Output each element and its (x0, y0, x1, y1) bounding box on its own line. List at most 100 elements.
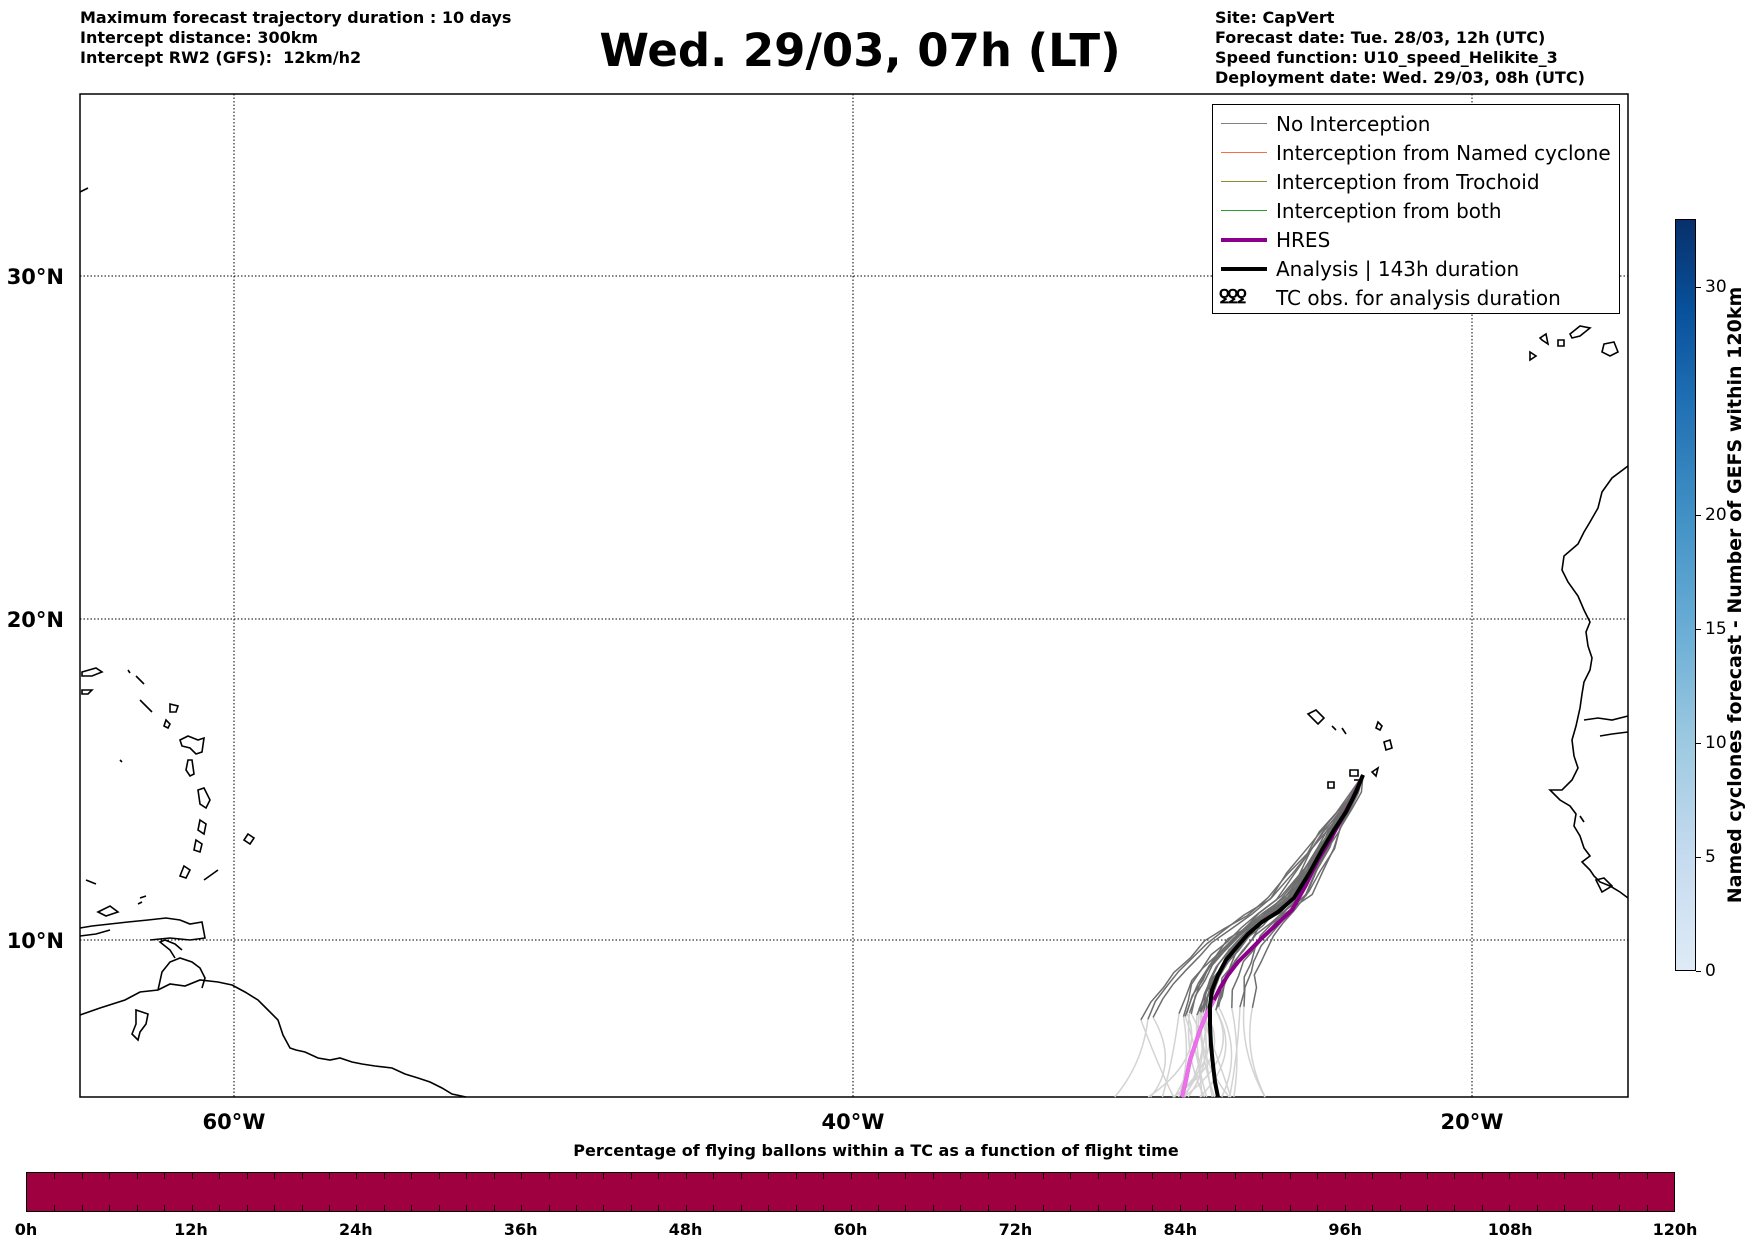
bar-tick (246, 1205, 248, 1211)
time-label: 36h (503, 1220, 538, 1239)
bar-tick (932, 1173, 934, 1179)
bar-tick (1399, 1205, 1401, 1211)
map-legend: No Interception Interception from Named c… (1212, 104, 1620, 314)
bar-tick (658, 1205, 660, 1211)
legend-label: Interception from both (1276, 199, 1502, 223)
bar-tick (905, 1205, 907, 1211)
param-line: Intercept RW2 (GFS): 12km/h2 (80, 48, 362, 67)
ensemble-trajectory-late (1249, 1007, 1266, 1098)
lon-label-60w: 60°W (203, 1110, 266, 1134)
bar-tick (1152, 1173, 1154, 1179)
bar-tick (81, 1173, 83, 1179)
bar-tick (905, 1173, 907, 1179)
lat-label-10: 10°N (7, 929, 64, 953)
bar-tick (713, 1205, 715, 1211)
legend-item: Interception from Trochoid (1213, 167, 1619, 196)
bar-tick (960, 1173, 962, 1179)
bar-tick (1372, 1205, 1374, 1211)
bar-tick (136, 1173, 138, 1179)
bar-tick (301, 1173, 303, 1179)
bar-tick (246, 1173, 248, 1179)
legend-swatch (1221, 210, 1267, 211)
bar-tick (1481, 1205, 1483, 1211)
bar-tick (1399, 1173, 1401, 1179)
ensemble-trajectory-late (1147, 1012, 1193, 1098)
colorbar-tick-label: 30 (1705, 277, 1727, 298)
bar-tick (1070, 1205, 1072, 1211)
ensemble-trajectory (1140, 774, 1364, 1021)
colorbar-tick (1696, 515, 1701, 517)
bar-tick (576, 1173, 577, 1179)
hres-trajectory-late (1180, 999, 1216, 1098)
bar-tick (1042, 1173, 1044, 1179)
legend-swatch (1221, 238, 1267, 242)
colorbar-tick (1696, 743, 1701, 745)
bar-tick (1344, 1173, 1346, 1179)
bar-tick (466, 1173, 468, 1179)
legend-label: Analysis | 143h duration (1276, 257, 1520, 281)
bar-tick (823, 1173, 825, 1179)
bar-tick (1564, 1173, 1566, 1179)
colorbar-tick (1696, 857, 1701, 859)
bar-tick (328, 1173, 330, 1179)
time-label: 24h (338, 1220, 373, 1239)
bar-tick (1619, 1205, 1621, 1211)
colorbar-tick-label: 15 (1705, 619, 1727, 640)
bar-tick (1372, 1173, 1374, 1179)
legend-item: HRES (1213, 225, 1619, 254)
legend-label: HRES (1276, 228, 1331, 252)
site-line: Site: CapVert (1215, 8, 1335, 27)
bar-tick (1426, 1173, 1428, 1179)
flight-time-bar-title: Percentage of flying ballons within a TC… (573, 1141, 1179, 1160)
legend-label: No Interception (1276, 112, 1431, 136)
bar-tick (164, 1173, 166, 1179)
bar-tick (1591, 1173, 1593, 1179)
ensemble-trajectory-late (1161, 1013, 1180, 1098)
colorbar-tick-label: 20 (1705, 505, 1727, 526)
ensemble-trajectory-late (1228, 1007, 1241, 1098)
ensemble-trajectory-late (1183, 1009, 1224, 1098)
bar-tick (1152, 1205, 1154, 1211)
bar-tick (301, 1205, 303, 1211)
legend-label: Interception from Named cyclone (1276, 141, 1611, 165)
bar-tick (109, 1205, 111, 1211)
bar-tick (603, 1205, 605, 1211)
bar-tick (630, 1173, 632, 1179)
bar-tick (548, 1173, 550, 1179)
bar-tick (823, 1205, 825, 1211)
colorbar-title: Named cyclones forecast - Number of GEFS… (1724, 286, 1746, 904)
bar-tick (466, 1205, 468, 1211)
lat-label-30: 30°N (7, 265, 64, 289)
bar-tick (191, 1205, 193, 1211)
bar-tick (740, 1205, 742, 1211)
bar-tick (685, 1173, 687, 1179)
bar-tick (987, 1205, 989, 1211)
site-line: Speed function: U10_speed_Helikite_3 (1215, 48, 1558, 67)
bar-tick (521, 1205, 523, 1211)
bar-tick (1097, 1173, 1099, 1179)
ensemble-trajectory-late (1114, 1019, 1149, 1098)
bar-tick (54, 1173, 56, 1179)
map-frame (79, 93, 1629, 1098)
bar-tick (713, 1173, 715, 1179)
time-label: 120h (1652, 1220, 1698, 1239)
legend-label: TC obs. for analysis duration (1276, 286, 1561, 310)
bar-tick (164, 1205, 166, 1211)
bar-tick (1289, 1173, 1291, 1179)
bar-tick (438, 1173, 440, 1179)
legend-swatch (1221, 152, 1267, 153)
bar-tick (274, 1205, 276, 1211)
param-line: Maximum forecast trajectory duration : 1… (80, 8, 512, 27)
bar-tick (932, 1205, 934, 1211)
bar-tick (1015, 1173, 1017, 1179)
bar-tick (219, 1173, 221, 1179)
bar-tick (1344, 1205, 1346, 1211)
legend-swatch (1221, 181, 1267, 182)
bar-tick (630, 1205, 632, 1211)
bar-tick (1015, 1205, 1017, 1211)
lon-label-40w: 40°W (822, 1110, 885, 1134)
ensemble-trajectory-late (1181, 1013, 1203, 1098)
bar-tick (1564, 1205, 1566, 1211)
bar-tick (1317, 1205, 1319, 1211)
legend-item: Interception from Named cyclone (1213, 138, 1619, 167)
